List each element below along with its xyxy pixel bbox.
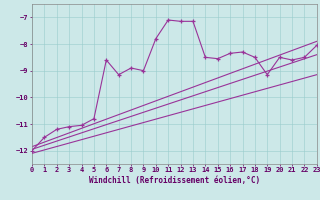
X-axis label: Windchill (Refroidissement éolien,°C): Windchill (Refroidissement éolien,°C) <box>89 176 260 185</box>
